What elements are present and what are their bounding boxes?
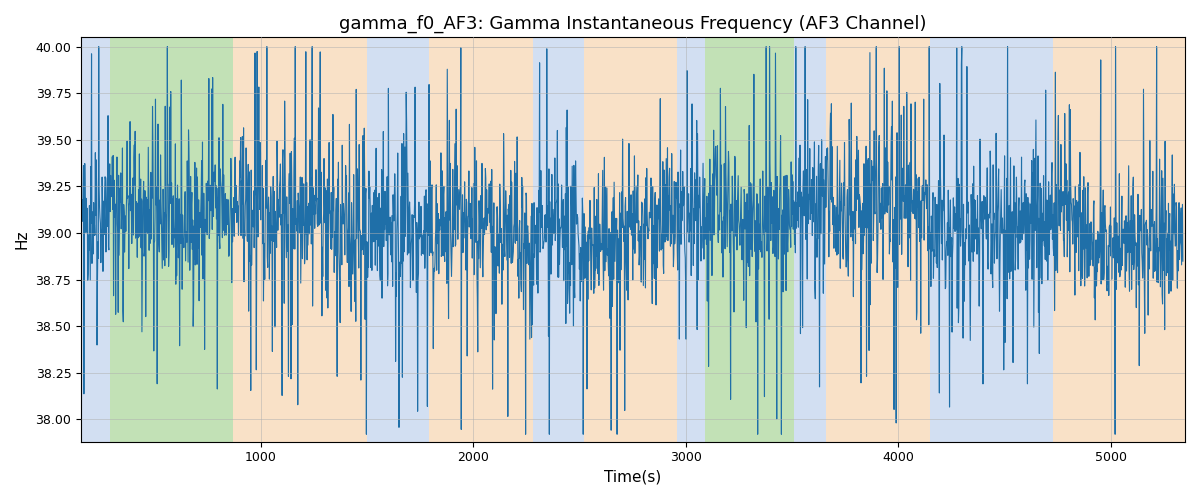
Bar: [583, 38, 677, 442]
Bar: [704, 38, 794, 442]
Bar: [930, 38, 1054, 442]
Bar: [677, 38, 704, 442]
Title: gamma_f0_AF3: Gamma Instantaneous Frequency (AF3 Channel): gamma_f0_AF3: Gamma Instantaneous Freque…: [340, 15, 926, 34]
Bar: [794, 38, 826, 442]
Bar: [1054, 38, 1084, 442]
Bar: [233, 38, 367, 442]
Bar: [82, 38, 110, 442]
Bar: [1084, 38, 1186, 442]
Bar: [110, 38, 233, 442]
Bar: [533, 38, 583, 442]
Bar: [428, 38, 533, 442]
Bar: [826, 38, 930, 442]
Y-axis label: Hz: Hz: [14, 230, 30, 250]
X-axis label: Time(s): Time(s): [605, 470, 661, 485]
Bar: [367, 38, 428, 442]
